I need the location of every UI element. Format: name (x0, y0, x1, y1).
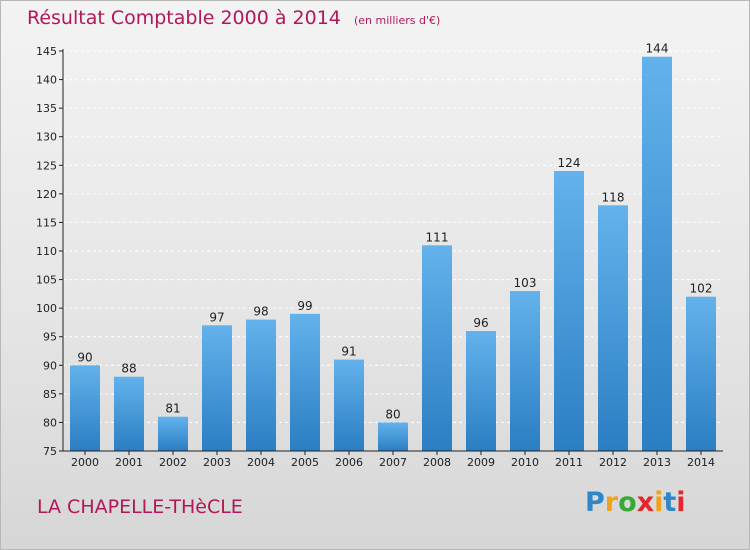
logo-letter: t (663, 487, 677, 518)
bar (378, 422, 408, 451)
x-tick-label: 2010 (511, 456, 539, 469)
x-tick-label: 2001 (115, 456, 143, 469)
title-line: Résultat Comptable 2000 à 2014 (en milli… (27, 7, 440, 29)
y-tick-label: 115 (36, 216, 57, 229)
y-tick-label: 95 (43, 331, 57, 344)
bar (202, 325, 232, 451)
y-tick-label: 85 (43, 388, 57, 401)
bar (510, 291, 540, 451)
x-tick-label: 2011 (555, 456, 583, 469)
y-tick-label: 90 (43, 359, 57, 372)
y-tick-label: 80 (43, 416, 57, 429)
chart-title: Résultat Comptable 2000 à 2014 (27, 7, 341, 29)
bar-value-label: 96 (473, 316, 488, 330)
logo-letter: P (585, 487, 605, 518)
y-tick-label: 100 (36, 302, 57, 315)
x-tick-label: 2004 (247, 456, 275, 469)
x-tick-label: 2013 (643, 456, 671, 469)
x-tick-label: 2012 (599, 456, 627, 469)
x-tick-label: 2014 (687, 456, 715, 469)
logo-letter: i (676, 487, 686, 518)
logo-letter: x (636, 487, 655, 518)
x-tick-label: 2007 (379, 456, 407, 469)
bar (466, 331, 496, 451)
x-tick-label: 2003 (203, 456, 231, 469)
y-tick-label: 140 (36, 74, 57, 87)
bar-value-label: 118 (602, 190, 625, 204)
bar (598, 205, 628, 451)
y-tick-label: 75 (43, 445, 57, 458)
chart-unit: (en milliers d'€) (353, 14, 441, 27)
bar-value-label: 98 (253, 305, 268, 319)
x-tick-label: 2009 (467, 456, 495, 469)
x-tick-label: 2000 (71, 456, 99, 469)
logo-letter: r (604, 487, 619, 518)
x-tick-label: 2005 (291, 456, 319, 469)
y-tick-label: 110 (36, 245, 57, 258)
bar (114, 376, 144, 451)
bar-value-label: 91 (341, 345, 356, 359)
bar-value-label: 99 (297, 299, 312, 313)
bar (246, 319, 276, 451)
y-tick-label: 125 (36, 159, 57, 172)
bar (70, 365, 100, 451)
location-name: LA CHAPELLE-THèCLE (37, 496, 243, 518)
bar-value-label: 80 (385, 407, 400, 421)
bar (642, 56, 672, 451)
y-tick-label: 120 (36, 188, 57, 201)
bar-value-label: 103 (514, 276, 537, 290)
y-tick-label: 145 (36, 45, 57, 58)
bar-value-label: 97 (209, 310, 224, 324)
x-tick-label: 2006 (335, 456, 363, 469)
bar (334, 359, 364, 451)
logo-letter: o (618, 487, 637, 518)
bars: 90 88 81 97 98 99 91 80 111 96 103 124 118 144 102 (70, 42, 716, 451)
y-tick-label: 105 (36, 274, 57, 287)
proxiti-logo: Proxiti (585, 487, 686, 518)
bar (158, 416, 188, 451)
bar-value-label: 88 (121, 362, 136, 376)
bar (686, 296, 716, 451)
bar-value-label: 144 (646, 42, 669, 56)
bar-value-label: 102 (690, 282, 713, 296)
x-tick-label: 2002 (159, 456, 187, 469)
bar-value-label: 81 (165, 402, 180, 416)
bar-value-label: 111 (426, 230, 449, 244)
bar-value-label: 90 (77, 350, 92, 364)
y-tick-label: 135 (36, 102, 57, 115)
logo-letter: i (654, 487, 664, 518)
axes: 75 80 85 90 95 100 105 110 115 120 125 130 135 140 145… (36, 45, 723, 469)
bar (554, 171, 584, 451)
bar (422, 245, 452, 451)
y-tick-label: 130 (36, 131, 57, 144)
x-tick-label: 2008 (423, 456, 451, 469)
bar (290, 313, 320, 451)
bar-value-label: 124 (558, 156, 581, 170)
